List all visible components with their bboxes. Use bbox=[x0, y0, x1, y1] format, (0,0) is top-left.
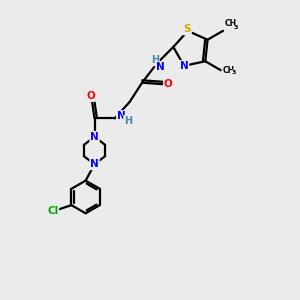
Text: 3: 3 bbox=[234, 25, 238, 30]
Text: N: N bbox=[180, 61, 188, 71]
Text: O: O bbox=[86, 91, 95, 101]
Text: N: N bbox=[156, 62, 165, 72]
Text: N: N bbox=[90, 159, 99, 169]
Text: N: N bbox=[117, 111, 126, 121]
Text: Cl: Cl bbox=[47, 206, 58, 216]
Text: S: S bbox=[183, 24, 191, 34]
Text: 3: 3 bbox=[232, 70, 236, 75]
Text: N: N bbox=[90, 132, 99, 142]
Text: CH: CH bbox=[223, 66, 235, 75]
Text: H: H bbox=[124, 116, 132, 126]
Text: O: O bbox=[164, 79, 172, 89]
Text: CH: CH bbox=[225, 20, 237, 28]
Text: H: H bbox=[151, 56, 159, 65]
